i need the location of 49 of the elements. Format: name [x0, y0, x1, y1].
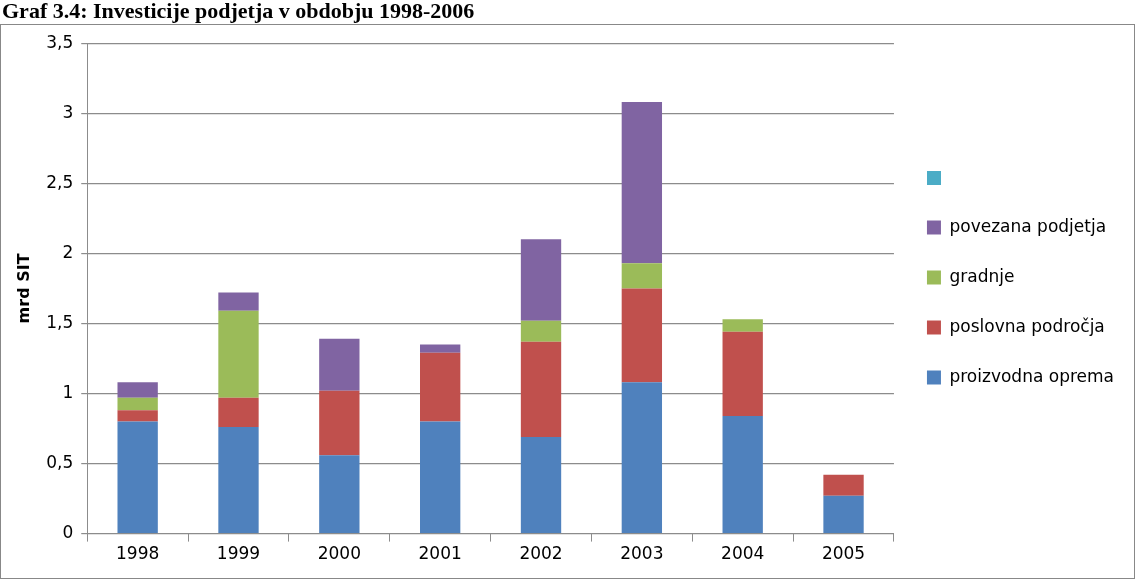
bar	[621, 102, 663, 264]
chart-title: Graf 3.4: Investicije podjetja v obdobju 1998-2006	[1, 0, 476, 24]
x-tick-label: 2004	[721, 543, 765, 564]
bar	[621, 288, 663, 383]
y-tick-label: 0	[62, 522, 74, 543]
bar	[218, 310, 259, 398]
bar	[722, 319, 763, 332]
bar	[520, 436, 562, 533]
y-axis-title: mrd SIT	[13, 253, 33, 324]
bar	[117, 382, 158, 398]
y-tick-label: 2,5	[46, 171, 74, 192]
legend-label: proizvodna oprema	[949, 365, 1114, 386]
x-tick-label: 2001	[418, 543, 462, 564]
y-tick-label: 2	[62, 241, 74, 262]
x-tick-label: 2003	[620, 543, 664, 564]
bar	[218, 427, 259, 533]
bar	[420, 352, 461, 422]
x-tick-label: 2002	[519, 543, 563, 564]
bar	[722, 331, 763, 416]
bar	[823, 495, 864, 533]
bar	[823, 474, 864, 496]
x-tick-label: 1999	[216, 543, 261, 564]
bar	[520, 320, 562, 342]
bar	[117, 410, 158, 422]
x-tick-label: 2000	[317, 543, 361, 564]
bar	[722, 415, 763, 533]
y-tick-label: 1	[62, 381, 74, 402]
legend-label: poslovna področja	[949, 315, 1105, 336]
bar	[319, 338, 360, 391]
bar	[319, 455, 360, 533]
bar	[621, 263, 663, 289]
legend-label: povezana podjetja	[949, 215, 1107, 236]
y-tick-label: 3	[62, 101, 74, 122]
x-tick-label: 2005	[821, 543, 866, 564]
bar	[117, 421, 158, 533]
bar	[218, 397, 259, 428]
y-tick-label: 0,5	[46, 451, 74, 472]
bar	[520, 239, 562, 321]
y-tick-label: 1,5	[46, 311, 74, 332]
bar	[420, 421, 461, 533]
bar	[319, 390, 360, 456]
bar	[117, 397, 158, 411]
x-tick-label: 1998	[116, 543, 160, 564]
bar	[621, 382, 663, 533]
bar	[520, 341, 562, 437]
bar	[420, 344, 461, 353]
bar	[218, 292, 259, 311]
legend-label: gradnje	[949, 265, 1015, 286]
y-tick-label: 3,5	[46, 31, 74, 52]
